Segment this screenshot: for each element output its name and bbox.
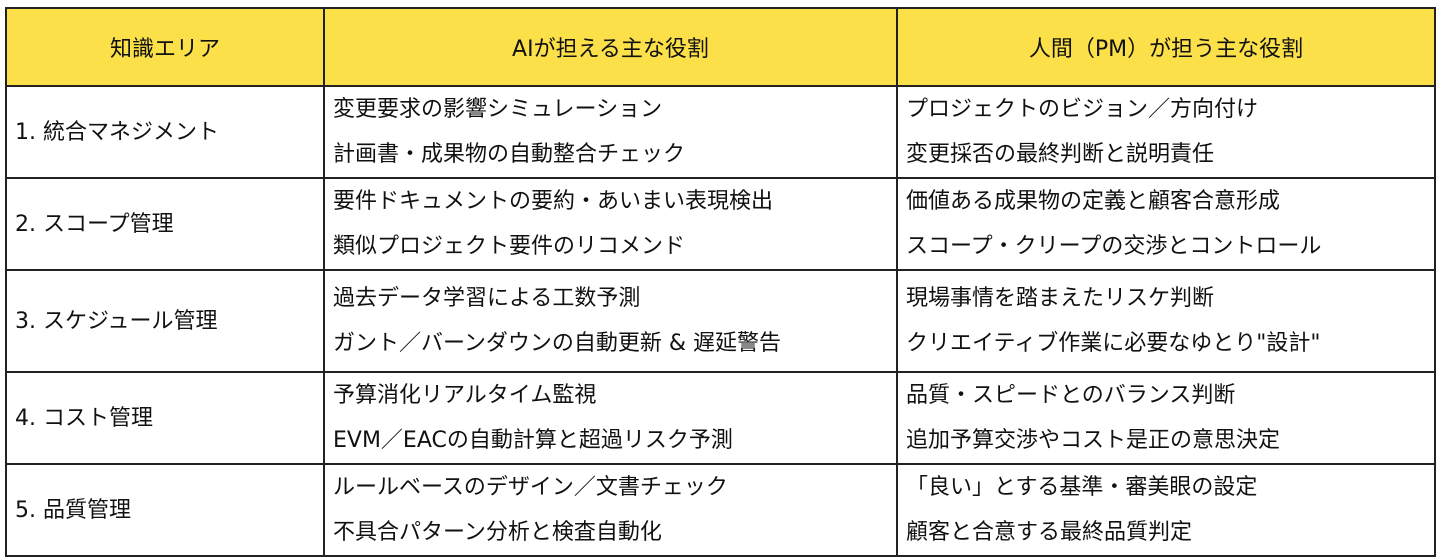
human-roles-cell: 「良い」とする基準・審美眼の設定 顧客と合意する最終品質判定 xyxy=(896,463,1436,557)
human-role-item: 品質・スピードとのバランス判断 xyxy=(906,383,1236,408)
table-row: 3. スケジュール管理 過去データ学習による工数予測ガント／バーンダウンの自動更新… xyxy=(5,269,1436,373)
table-row: 1. 統合マネジメント 変更要求の影響シミュレーション 計画書・成果物の自動整合チェ… xyxy=(5,85,1436,179)
ai-role-item: 要件ドキュメントの要約・あいまい表現検出 xyxy=(333,189,774,214)
header-ai-roles: AIが担える主な役割 xyxy=(323,7,898,87)
human-roles-cell: 品質・スピードとのバランス判断追加予算交渉やコスト是正の意思決定 xyxy=(896,371,1436,465)
ai-roles-cell: 過去データ学習による工数予測ガント／バーンダウンの自動更新 & 遅延警告 xyxy=(323,269,898,373)
human-roles-cell: 現場事情を踏まえたリスケ判断クリエイティブ作業に必要なゆとり"設計" xyxy=(896,269,1436,373)
knowledge-area-cell: 4. コスト管理 xyxy=(5,371,325,465)
header-knowledge-area: 知識エリア xyxy=(5,7,325,87)
table-row: 4. コスト管理 予算消化リアルタイム監視 EVM／EACの自動計算と超過リスク予測… xyxy=(5,371,1436,465)
ai-role-item: 不具合パターン分析と検査自動化 xyxy=(333,520,662,545)
human-role-item: 現場事情を踏まえたリスケ判断 xyxy=(906,286,1215,311)
human-role-item: プロジェクトのビジョン／方向付け xyxy=(906,97,1259,122)
human-role-item: 顧客と合意する最終品質判定 xyxy=(906,520,1193,545)
human-role-item: クリエイティブ作業に必要なゆとり"設計" xyxy=(906,331,1321,356)
ai-role-item: 予算消化リアルタイム監視 xyxy=(333,383,597,408)
human-role-item: 追加予算交渉やコスト是正の意思決定 xyxy=(906,428,1281,453)
human-roles-cell: 価値ある成果物の定義と顧客合意形成スコープ・クリープの交渉とコントロール xyxy=(896,177,1436,271)
ai-role-item: EVM／EACの自動計算と超過リスク予測 xyxy=(333,428,733,453)
ai-roles-cell: 変更要求の影響シミュレーション 計画書・成果物の自動整合チェック xyxy=(323,85,898,179)
knowledge-area-cell: 5. 品質管理 xyxy=(5,463,325,557)
knowledge-area-cell: 1. 統合マネジメント xyxy=(5,85,325,179)
ai-role-item: 類似プロジェクト要件のリコメンド xyxy=(333,234,686,259)
roles-table: 知識エリア AIが担える主な役割 人間（PM）が担う主な役割 1. 統合マネジメ… xyxy=(5,7,1436,557)
ai-roles-cell: 予算消化リアルタイム監視 EVM／EACの自動計算と超過リスク予測 xyxy=(323,371,898,465)
ai-role-item: 変更要求の影響シミュレーション xyxy=(333,97,663,122)
knowledge-area-cell: 2. スコープ管理 xyxy=(5,177,325,271)
ai-roles-cell: 要件ドキュメントの要約・あいまい表現検出 類似プロジェクト要件のリコメンド xyxy=(323,177,898,271)
table-row: 5. 品質管理 ルールベースのデザイン／文書チェック 不具合パターン分析と検査自動化… xyxy=(5,463,1436,557)
human-role-item: スコープ・クリープの交渉とコントロール xyxy=(906,234,1322,259)
human-role-item: 「良い」とする基準・審美眼の設定 xyxy=(906,475,1258,500)
ai-role-item: ルールベースのデザイン／文書チェック xyxy=(333,475,728,500)
header-human-roles: 人間（PM）が担う主な役割 xyxy=(896,7,1436,87)
header-row: 知識エリア AIが担える主な役割 人間（PM）が担う主な役割 xyxy=(5,7,1436,87)
human-role-item: 変更採否の最終判断と説明責任 xyxy=(906,142,1215,167)
ai-role-item: ガント／バーンダウンの自動更新 & 遅延警告 xyxy=(333,331,782,356)
table-row: 2. スコープ管理 要件ドキュメントの要約・あいまい表現検出 類似プロジェクト要件の… xyxy=(5,177,1436,271)
ai-role-item: 過去データ学習による工数予測 xyxy=(333,286,641,311)
ai-role-item: 計画書・成果物の自動整合チェック xyxy=(333,142,686,167)
human-role-item: 価値ある成果物の定義と顧客合意形成 xyxy=(906,189,1281,214)
human-roles-cell: プロジェクトのビジョン／方向付け 変更採否の最終判断と説明責任 xyxy=(896,85,1436,179)
ai-roles-cell: ルールベースのデザイン／文書チェック 不具合パターン分析と検査自動化 xyxy=(323,463,898,557)
knowledge-area-cell: 3. スケジュール管理 xyxy=(5,269,325,373)
